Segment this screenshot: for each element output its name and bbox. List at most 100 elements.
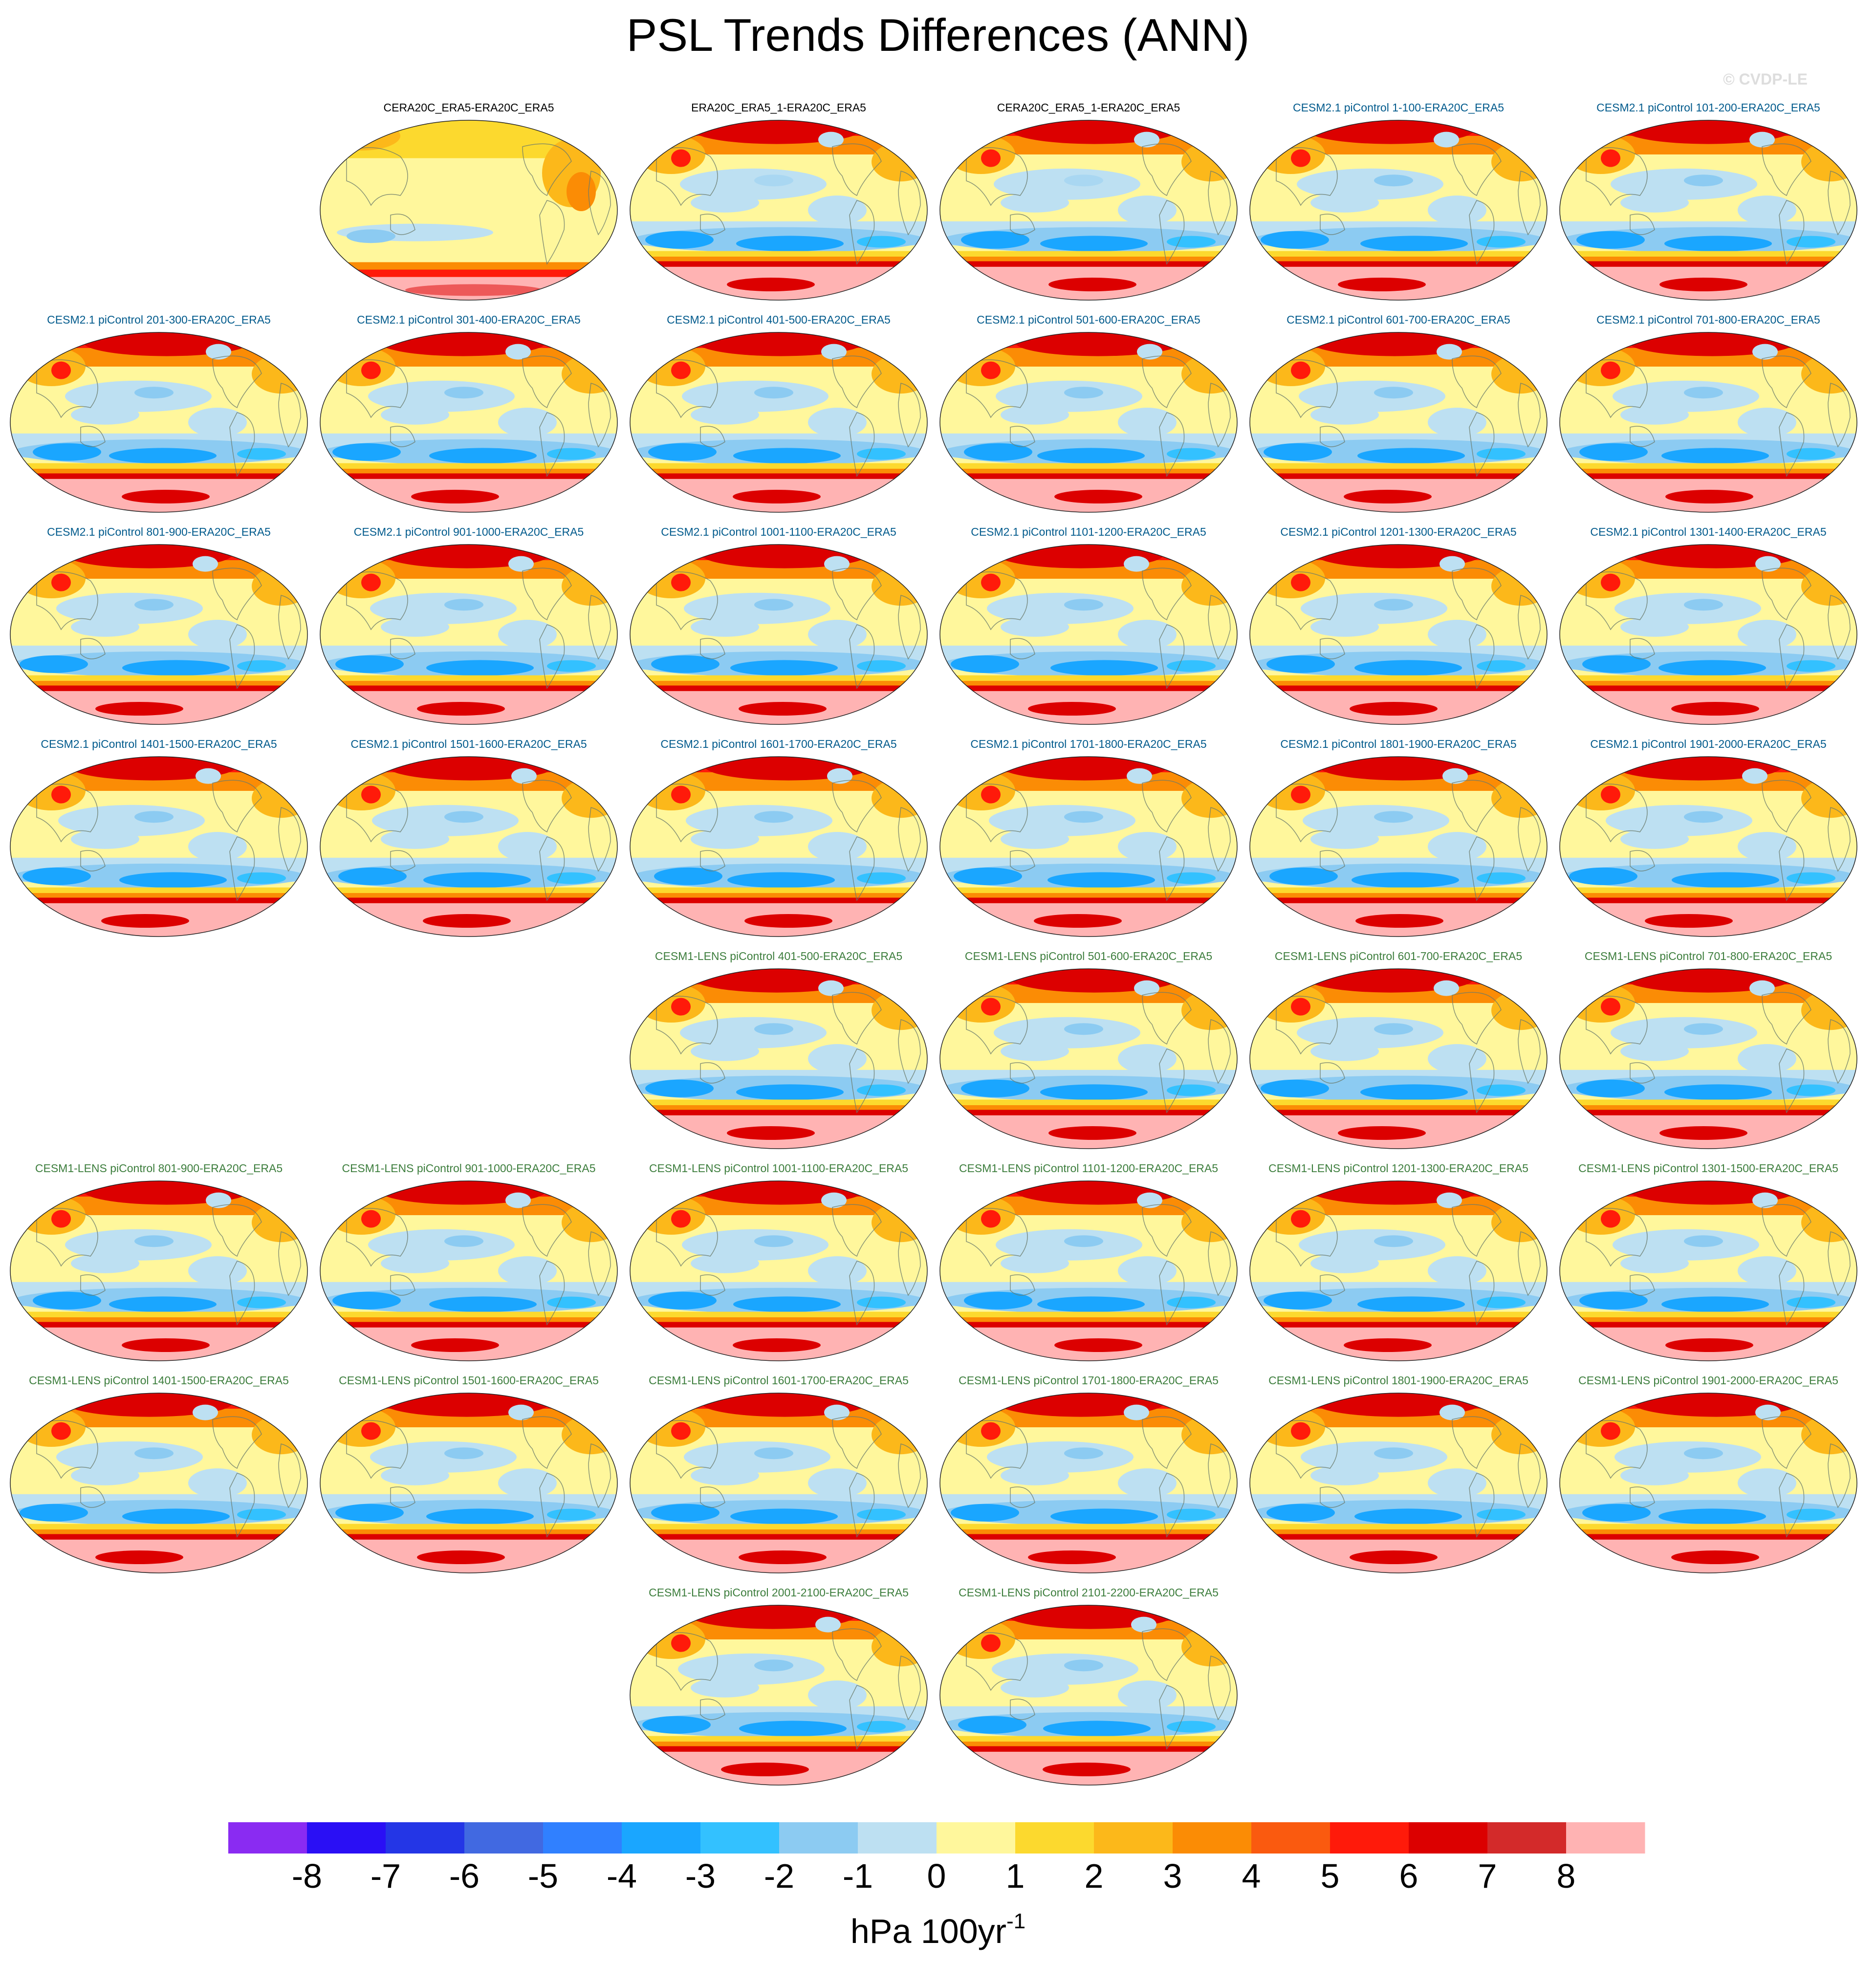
- panel-title: CESM1-LENS piControl 701-800-ERA20C_ERA5: [1584, 950, 1832, 962]
- panel-title: CESM2.1 piControl 601-700-ERA20C_ERA5: [1287, 313, 1510, 326]
- panel-title: CESM2.1 piControl 801-900-ERA20C_ERA5: [47, 525, 271, 538]
- colorbar-tick-label: 0: [927, 1857, 946, 1895]
- robinson-map: [320, 1180, 618, 1361]
- map-field: [630, 332, 927, 512]
- colorbar-swatch: [1487, 1822, 1567, 1854]
- colorbar-swatch: [1566, 1822, 1645, 1854]
- map-panel: CESM1-LENS piControl 601-700-ERA20C_ERA5: [1247, 946, 1550, 1152]
- panel-title: CESM1-LENS piControl 1301-1500-ERA20C_ER…: [1578, 1162, 1838, 1175]
- robinson-map: [1249, 1180, 1548, 1361]
- map-panel: CESM2.1 piControl 401-500-ERA20C_ERA5: [627, 310, 930, 515]
- colorbar-swatch: [937, 1822, 1016, 1854]
- robinson-map: [1249, 1393, 1548, 1573]
- panel-title: CESM1-LENS piControl 1201-1300-ERA20C_ER…: [1268, 1162, 1528, 1175]
- robinson-map: [939, 1393, 1238, 1573]
- map-field: [1250, 1181, 1547, 1361]
- map-field: [940, 1605, 1237, 1785]
- colorbar-tick-label: -6: [449, 1857, 480, 1895]
- map-panel: CESM2.1 piControl 1-100-ERA20C_ERA5: [1247, 98, 1550, 303]
- map-field: [1250, 120, 1547, 300]
- panel-title: CESM2.1 piControl 1401-1500-ERA20C_ERA5: [41, 738, 277, 750]
- map-field: [1560, 1393, 1857, 1573]
- colorbar-tick-label: 6: [1399, 1857, 1418, 1895]
- panel-title: CESM1-LENS piControl 501-600-ERA20C_ERA5: [964, 950, 1213, 962]
- map-field: [630, 969, 927, 1149]
- robinson-map: [1559, 1393, 1857, 1573]
- map-panel: CESM2.1 piControl 1101-1200-ERA20C_ERA5: [937, 522, 1240, 727]
- map-field: [320, 1181, 617, 1361]
- map-field: [320, 120, 617, 300]
- map-field: [1250, 1393, 1547, 1573]
- map-panel: CESM1-LENS piControl 2001-2100-ERA20C_ER…: [627, 1583, 930, 1788]
- robinson-map: [1559, 756, 1857, 937]
- map-panel: CESM1-LENS piControl 2101-2200-ERA20C_ER…: [937, 1583, 1240, 1788]
- map-panel: CESM2.1 piControl 1401-1500-ERA20C_ERA5: [7, 734, 310, 939]
- map-panel: CESM2.1 piControl 1801-1900-ERA20C_ERA5: [1247, 734, 1550, 939]
- map-panel: CESM1-LENS piControl 1501-1600-ERA20C_ER…: [317, 1371, 620, 1576]
- colorbar-swatch: [1251, 1822, 1331, 1854]
- map-field: [320, 757, 617, 937]
- map-panel-grid: CERA20C_ERA5-ERA20C_ERA5 ERA20C_ERA5_1-ER…: [7, 98, 1857, 1788]
- map-field: [940, 969, 1237, 1149]
- map-field: [630, 1393, 927, 1573]
- map-field: [1560, 1181, 1857, 1361]
- panel-title: CESM1-LENS piControl 1901-2000-ERA20C_ER…: [1578, 1374, 1838, 1387]
- map-panel: CESM2.1 piControl 601-700-ERA20C_ERA5: [1247, 310, 1550, 515]
- map-field: [1250, 969, 1547, 1149]
- panel-title: CERA20C_ERA5-ERA20C_ERA5: [383, 101, 554, 114]
- panel-title: CESM1-LENS piControl 801-900-ERA20C_ERA5: [35, 1162, 283, 1175]
- colorbar-tick-label: -5: [528, 1857, 558, 1895]
- robinson-map: [939, 120, 1238, 301]
- colorbar-tick-label: -8: [292, 1857, 322, 1895]
- map-field: [1250, 757, 1547, 937]
- colorbar-tick-label: -3: [685, 1857, 716, 1895]
- map-field: [940, 120, 1237, 300]
- colorbar-swatch: [1409, 1822, 1488, 1854]
- colorbar-swatch: [464, 1822, 544, 1854]
- robinson-map: [1559, 1180, 1857, 1361]
- map-panel: CESM2.1 piControl 1001-1100-ERA20C_ERA5: [627, 522, 930, 727]
- map-field: [10, 1393, 307, 1573]
- panel-title: CESM1-LENS piControl 901-1000-ERA20C_ERA…: [342, 1162, 596, 1175]
- robinson-map: [1249, 120, 1548, 301]
- colorbar-swatch: [1173, 1822, 1252, 1854]
- map-field: [940, 545, 1237, 724]
- map-field: [1560, 332, 1857, 512]
- robinson-map: [1559, 544, 1857, 725]
- colorbar-swatch: [543, 1822, 622, 1854]
- map-field: [1560, 969, 1857, 1149]
- map-field: [10, 1181, 307, 1361]
- panel-title: CESM2.1 piControl 401-500-ERA20C_ERA5: [667, 313, 891, 326]
- robinson-map: [1559, 120, 1857, 301]
- robinson-map: [1249, 968, 1548, 1149]
- panel-title: CESM2.1 piControl 201-300-ERA20C_ERA5: [47, 313, 271, 326]
- map-field: [630, 545, 927, 724]
- robinson-map: [630, 1393, 928, 1573]
- panel-title: CESM1-LENS piControl 1001-1100-ERA20C_ER…: [649, 1162, 909, 1175]
- colorbar-swatch: [700, 1822, 780, 1854]
- map-field: [630, 1605, 927, 1785]
- robinson-map: [320, 756, 618, 937]
- robinson-map: [320, 1393, 618, 1573]
- map-panel: CESM1-LENS piControl 1401-1500-ERA20C_ER…: [7, 1371, 310, 1576]
- robinson-map: [630, 120, 928, 301]
- panel-title: CESM2.1 piControl 1601-1700-ERA20C_ERA5: [660, 738, 897, 750]
- robinson-map: [939, 968, 1238, 1149]
- colorbar-tick-label: 4: [1242, 1857, 1261, 1895]
- map-panel: CESM1-LENS piControl 801-900-ERA20C_ERA5: [7, 1158, 310, 1364]
- robinson-map: [630, 332, 928, 513]
- map-panel: CESM2.1 piControl 1201-1300-ERA20C_ERA5: [1247, 522, 1550, 727]
- panel-title: CESM2.1 piControl 701-800-ERA20C_ERA5: [1596, 313, 1820, 326]
- robinson-map: [1249, 332, 1548, 513]
- map-panel: CESM1-LENS piControl 1801-1900-ERA20C_ER…: [1247, 1371, 1550, 1576]
- map-panel: CESM2.1 piControl 501-600-ERA20C_ERA5: [937, 310, 1240, 515]
- map-panel: CESM1-LENS piControl 501-600-ERA20C_ERA5: [937, 946, 1240, 1152]
- map-panel: CESM1-LENS piControl 1101-1200-ERA20C_ER…: [937, 1158, 1240, 1364]
- panel-title: CESM2.1 piControl 1101-1200-ERA20C_ERA5: [971, 525, 1206, 538]
- map-panel: CESM1-LENS piControl 1701-1800-ERA20C_ER…: [937, 1371, 1240, 1576]
- colorbar-swatch: [858, 1822, 937, 1854]
- map-panel: CESM1-LENS piControl 1001-1100-ERA20C_ER…: [627, 1158, 930, 1364]
- panel-title: CESM2.1 piControl 1501-1600-ERA20C_ERA5: [350, 738, 587, 750]
- colorbar-tick-label: 7: [1478, 1857, 1497, 1895]
- robinson-map: [10, 544, 308, 725]
